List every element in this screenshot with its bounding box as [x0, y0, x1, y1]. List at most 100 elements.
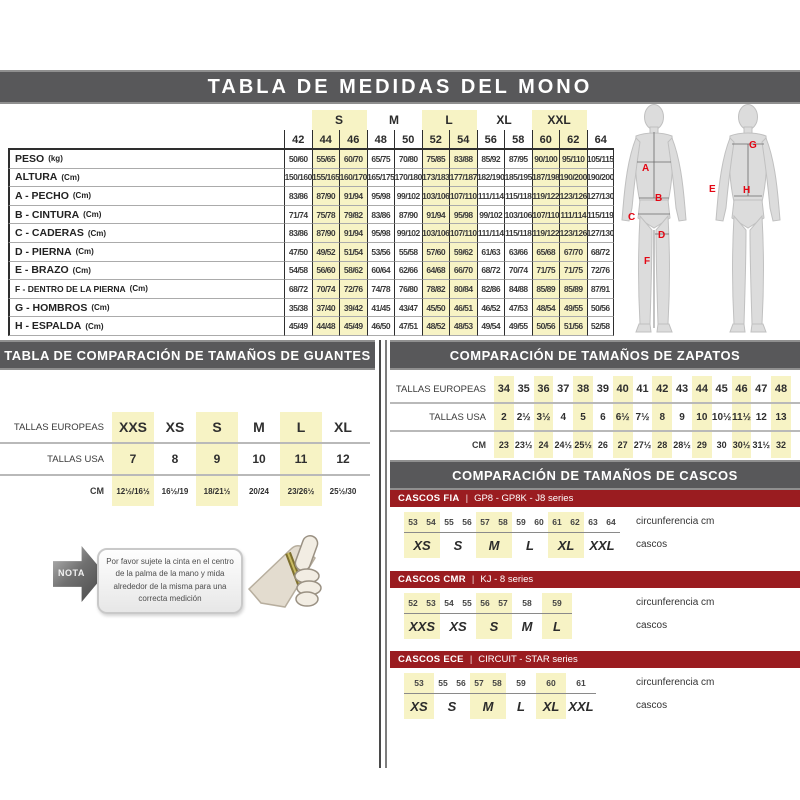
measure-row-label: ALTURA (Cm) — [8, 168, 284, 188]
row-label: CM — [90, 486, 104, 496]
circumference-value: 53 — [408, 517, 418, 527]
measure-value: 50/56 — [531, 317, 559, 336]
size-column-header: 42 — [284, 130, 312, 150]
size-value: 39 — [596, 383, 609, 395]
helmet-size: L — [553, 619, 561, 634]
measure-value: 68/72 — [586, 242, 614, 262]
measure-value: 65/75 — [366, 150, 394, 169]
helmet-size: L — [517, 699, 525, 714]
measure-unit: (Cm) — [129, 284, 148, 294]
size-value: 7 — [112, 444, 154, 474]
measure-value: 83/86 — [284, 187, 312, 206]
measure-value: 76/80 — [394, 280, 422, 299]
helmet-cells-1: 52 53 XXS 54 55 XS 56 57 S 58 M 59 L — [404, 593, 800, 639]
measure-value: 45/49 — [339, 317, 367, 336]
measure-value: 50/60 — [284, 150, 312, 169]
note-text: Por favor sujete la cinta en el centro d… — [97, 548, 243, 614]
measure-value: 63/66 — [504, 242, 532, 262]
measure-value: 107/110 — [531, 205, 560, 225]
size-value: 6 — [600, 411, 606, 423]
circumference-values: 59 — [506, 673, 536, 694]
size-value: 9 — [196, 444, 238, 474]
helmet-size-cell: 55 56 S — [440, 512, 476, 558]
circumference-value: 59 — [516, 517, 526, 527]
measure-row-label: A - PECHO (Cm) — [8, 187, 284, 206]
helmet-size-cell: 58 M — [512, 593, 542, 639]
sizes-label: cascos — [636, 539, 668, 550]
helmet-size-cell: 57 58 M — [470, 673, 506, 719]
size-value: 26 — [597, 440, 608, 450]
measure-value: 70/74 — [311, 280, 339, 299]
measure-value: 103/106 — [421, 187, 450, 206]
helmet-table-fia: 53 54 XS 55 56 S 57 58 M 59 60 L 61 62 XL 63 64 XXL circu… — [404, 512, 800, 558]
size-column-header: 44 — [311, 130, 339, 150]
size-column-header: 64 — [586, 130, 614, 150]
circumference-value: 61 — [576, 678, 586, 688]
measure-value: 78/82 — [421, 280, 449, 299]
measure-name: H - ESPALDA — [15, 320, 82, 333]
gloves-title: TABLA DE COMPARACIÓN DE TAMAÑOS DE GUANT… — [4, 347, 371, 363]
sizes-label: cascos — [636, 620, 668, 631]
circumference-values: 59 60 — [512, 512, 548, 533]
size-value: 10½ — [711, 411, 732, 423]
band-separator: | — [469, 654, 473, 665]
row-label: TALLAS USA — [429, 411, 486, 423]
measure-value: 50/56 — [586, 298, 614, 318]
measure-value: 127/130 — [586, 224, 614, 243]
size-value: 18/21½ — [196, 476, 238, 506]
measure-value: 79/82 — [339, 205, 367, 225]
circumference-values: 57 58 — [476, 512, 512, 533]
helmet-size: XL — [557, 538, 575, 553]
size-column-header: 52 — [421, 130, 449, 150]
measure-value: 46/52 — [476, 298, 504, 318]
measure-value: 54/58 — [284, 261, 312, 281]
circumference-value: 60 — [534, 517, 544, 527]
measure-value: 35/38 — [284, 298, 312, 318]
gloves-table: TALLAS EUROPEAS XXS XS S M L XL TALLAS USA 7 8 9 10… — [0, 412, 370, 506]
measure-value: 85/92 — [476, 150, 504, 169]
helmet-band-ece-series: CIRCUIT - STAR series — [478, 654, 578, 665]
measure-value: 65/68 — [531, 242, 559, 262]
circumference-values: 55 56 — [440, 512, 476, 533]
measure-value: 45/50 — [421, 298, 449, 318]
comparison-row: CM 12½/16½ 16½/19 18/21½ 20/24 23/26½ 25½/30 — [0, 476, 370, 506]
size-value: 2½ — [516, 411, 531, 423]
size-value: 10 — [691, 404, 712, 430]
row-label: CM — [472, 440, 486, 450]
measure-value: 87/90 — [311, 224, 339, 243]
measure-unit: (Cm) — [85, 321, 104, 331]
measure-value: 39/42 — [339, 298, 367, 318]
measure-value: 62/66 — [394, 261, 422, 281]
helmet-size-cell: 56 57 S — [476, 593, 512, 639]
measure-value: 71/75 — [531, 261, 559, 281]
helmet-band-ece: CASCOS ECE | CIRCUIT - STAR series — [390, 651, 800, 668]
measure-value: 71/74 — [284, 205, 312, 225]
measure-row-label: C - CADERAS (Cm) — [8, 224, 284, 243]
size-value: 24 — [533, 432, 554, 458]
size-column-header: 56 — [476, 130, 504, 150]
size-value: 5 — [573, 404, 593, 430]
measure-value: 80/84 — [449, 280, 477, 299]
measure-value: 60/70 — [339, 150, 367, 169]
circumference-label: circunferencia cm — [636, 677, 715, 688]
size-value: 12½/16½ — [112, 476, 154, 506]
measure-unit: (Cm) — [91, 303, 110, 313]
size-value: 8 — [171, 452, 179, 466]
size-value: 12 — [336, 452, 350, 466]
measure-value: 48/54 — [531, 298, 559, 318]
measure-value: 91/94 — [339, 224, 367, 243]
measure-value: 123/126 — [559, 224, 587, 243]
circumference-value: 53 — [426, 598, 436, 608]
size-value: 29 — [691, 432, 712, 458]
row-label: TALLAS EUROPEAS — [395, 383, 486, 395]
size-value: 24½ — [554, 440, 573, 450]
measure-value: 46/50 — [366, 317, 394, 336]
size-group-header: L — [421, 110, 477, 130]
figure-letter: G — [749, 140, 757, 151]
size-group-header: XXL — [531, 110, 587, 130]
helmet-size: XS — [413, 538, 431, 553]
mono-size-table: S M L XL XXL 42 44 46 48 50 52 54 56 58 60 62 64 PESO (kg)… — [8, 110, 614, 336]
circumference-value: 61 — [552, 517, 562, 527]
size-value: 34 — [494, 376, 514, 402]
measure-value: 83/88 — [449, 150, 477, 169]
